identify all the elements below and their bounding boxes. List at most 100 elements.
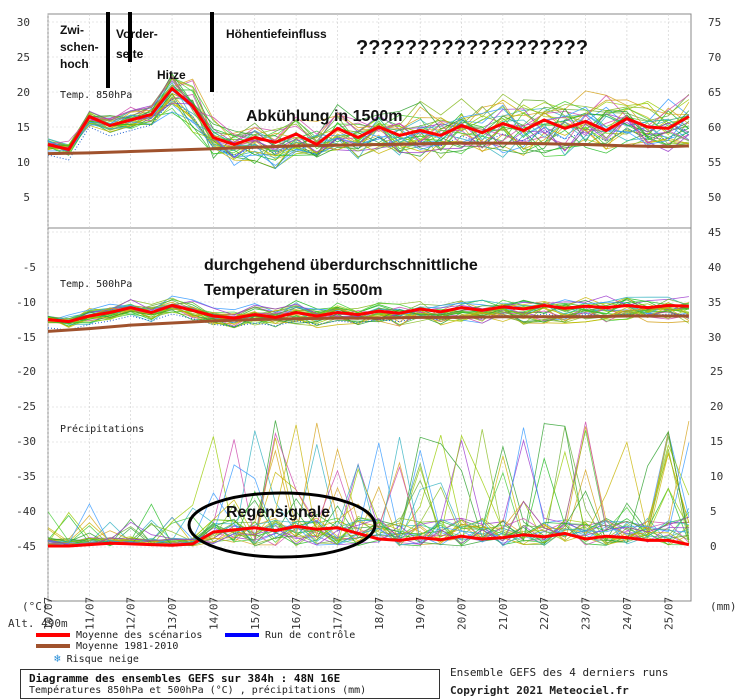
t500-right-tick: 35 [708, 296, 721, 309]
date-tick: 15/07 [249, 597, 262, 630]
date-tick: 13/07 [166, 597, 179, 630]
t500-control-line [47, 313, 689, 331]
precip-left-tick: -35 [16, 470, 36, 483]
t850-member-line [47, 87, 690, 151]
anno-durchgehend-2: Temperaturen in 5500m [204, 282, 382, 299]
date-tick: 24/07 [621, 597, 634, 630]
t850-mean-line [47, 87, 690, 151]
t850-member-line [47, 78, 689, 152]
anno-separator-bar [128, 12, 132, 62]
chart-info-box: Diagramme des ensembles GEFS sur 384h : … [20, 669, 440, 699]
anno-zwischenhoch: hoch [60, 57, 89, 71]
anno-zwischenhoch: Zwi- [60, 23, 84, 37]
t850-member-line [47, 100, 689, 160]
anno-hitze: Hitze [157, 68, 186, 82]
chart-subtitle: Températures 850hPa et 500hPa (°C) , pré… [29, 685, 367, 696]
legend-control-label: Run de contrôle [265, 630, 356, 641]
t500-right-tick: 30 [708, 331, 721, 344]
legend-climate-label: Moyenne 1981-2010 [76, 641, 179, 652]
date-tick: 16/07 [290, 597, 303, 630]
t850-panel-label: Temp. 850hPa [60, 90, 132, 101]
precip-panel-label: Précipitations [60, 423, 144, 435]
precip-right-tick: 5 [710, 505, 717, 518]
anno-separator-bar [210, 12, 214, 92]
unit-left: (°C) [22, 600, 49, 613]
precip-left-tick: -25 [16, 400, 36, 413]
t850-right-tick: 50 [708, 191, 721, 204]
t850-member-line [47, 102, 690, 159]
anno-rain-ellipse [187, 491, 377, 559]
precip-member-line [47, 429, 690, 547]
t500-mean-line [47, 304, 689, 324]
legend-mean-label: Moyenne des scénarios [76, 630, 203, 641]
t850-member-line [47, 73, 690, 147]
t850-member-line [47, 75, 690, 148]
date-tick: 21/07 [497, 597, 510, 630]
date-tick: 20/07 [456, 597, 469, 630]
date-tick: 12/07 [125, 597, 138, 630]
t850-member-line [47, 93, 689, 163]
t500-left-tick: -5 [23, 261, 36, 274]
date-tick: 11/07 [83, 597, 96, 630]
t850-right-tick: 55 [708, 156, 721, 169]
t850-right-tick: 65 [708, 86, 721, 99]
t500-left-tick: -15 [16, 331, 36, 344]
date-tick: 18/07 [373, 597, 386, 630]
copyright: Copyright 2021 Meteociel.fr [450, 684, 629, 697]
legend-control-swatch [225, 633, 259, 637]
t850-left-tick: 30 [17, 16, 30, 29]
precip-member-line [47, 430, 690, 547]
t500-right-tick: 45 [708, 226, 721, 239]
precip-left-tick: -45 [16, 540, 36, 553]
precip-right-tick: 15 [710, 435, 723, 448]
date-tick: 25/07 [662, 597, 675, 630]
date-tick: 17/07 [331, 597, 344, 630]
anno-durchgehend-1: durchgehend überdurchschnittliche [204, 257, 478, 274]
precip-right-tick: 0 [710, 540, 717, 553]
t850-right-tick: 70 [708, 51, 721, 64]
t500-climate-line [47, 314, 689, 333]
date-tick: 14/07 [207, 597, 220, 630]
t500-left-tick: -10 [16, 296, 36, 309]
t850-left-tick: 15 [17, 121, 30, 134]
anno-separator-bar [106, 12, 110, 88]
anno-zwischenhoch: schen- [60, 40, 99, 54]
date-tick: 23/07 [580, 597, 593, 630]
legend-climate-swatch [36, 644, 70, 648]
t850-left-tick: 25 [17, 51, 30, 64]
anno-abkuehlung: Abkühlung in 1500m [246, 108, 402, 125]
anno-questions: ??????????????????? [356, 37, 588, 59]
precip-member-line [47, 500, 690, 547]
precip-right-tick: 10 [710, 470, 723, 483]
date-tick: 22/07 [538, 597, 551, 630]
chart-title: Diagramme des ensembles GEFS sur 384h : … [29, 672, 341, 685]
precip-member-line [47, 437, 689, 547]
anno-regensignale: Regensignale [226, 504, 330, 521]
date-tick: 19/07 [414, 597, 427, 630]
legend-snow-label: Risque neige [66, 654, 139, 665]
altitude-label: Alt. 490m [8, 617, 68, 630]
t850-left-tick: 20 [17, 86, 30, 99]
date-tick: 10/07 [42, 597, 55, 630]
legend-snow: ❄ Risque neige [54, 652, 139, 665]
legend-climate: Moyenne 1981-2010 [36, 641, 178, 652]
runs-note: Ensemble GEFS des 4 derniers runs [450, 666, 669, 679]
t850-left-tick: 10 [17, 156, 30, 169]
anno-vorderseite: Vorder- [116, 27, 158, 41]
unit-right: (mm) [710, 600, 737, 613]
precip-left-tick: -40 [16, 505, 36, 518]
legend-mean: Moyenne des scénarios [36, 630, 202, 641]
t850-member-line [47, 84, 689, 151]
legend-mean-swatch [36, 633, 70, 637]
t850-left-tick: 5 [23, 191, 30, 204]
t850-climate-line [47, 141, 689, 156]
precip-left-tick: -20 [16, 365, 36, 378]
t500-right-tick: 40 [708, 261, 721, 274]
snowflake-icon: ❄ [54, 652, 61, 665]
anno-hoehentief: Höhentiefeinfluss [226, 27, 327, 41]
t850-right-tick: 60 [708, 121, 721, 134]
precip-right-tick: 25 [710, 365, 723, 378]
precip-right-tick: 20 [710, 400, 723, 413]
precip-member-line [47, 457, 690, 547]
